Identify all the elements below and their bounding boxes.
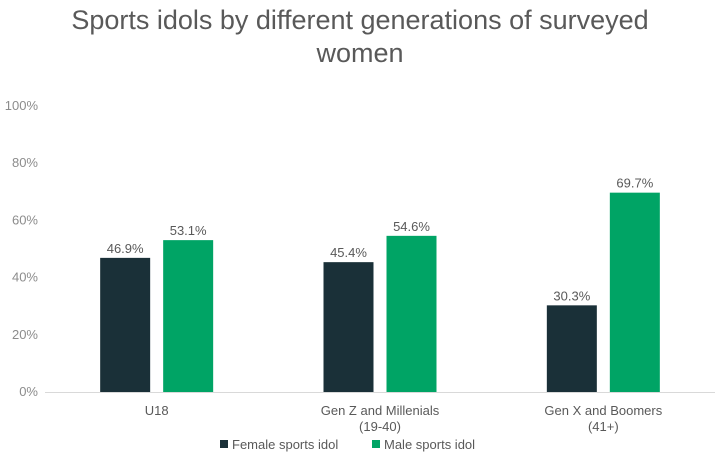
- x-tick-label: U18: [145, 403, 169, 418]
- x-tick-label: (19-40): [359, 419, 401, 434]
- data-label: 53.1%: [170, 223, 207, 238]
- legend-label: Male sports idol: [384, 437, 475, 452]
- data-label: 30.3%: [553, 288, 590, 303]
- x-tick-label: (41+): [588, 419, 619, 434]
- y-tick-label: 60%: [12, 212, 38, 227]
- bar: [546, 305, 597, 392]
- y-tick-label: 80%: [12, 155, 38, 170]
- legend-swatch: [372, 440, 380, 448]
- data-label: 45.4%: [330, 245, 367, 260]
- bar: [609, 192, 660, 392]
- y-tick-label: 100%: [5, 98, 39, 113]
- data-label: 69.7%: [616, 176, 653, 191]
- y-tick-label: 0%: [19, 384, 38, 399]
- chart-title: Sports idols by different generations of…: [71, 5, 649, 68]
- bar: [323, 262, 374, 392]
- y-tick-label: 40%: [12, 270, 38, 285]
- bar: [100, 257, 151, 392]
- x-tick-label: Gen Z and Millenials: [321, 403, 440, 418]
- bar: [163, 240, 214, 392]
- y-tick-label: 20%: [12, 327, 38, 342]
- data-label: 46.9%: [107, 241, 144, 256]
- legend-swatch: [220, 440, 228, 448]
- bar: [386, 235, 437, 392]
- legend-label: Female sports idol: [232, 437, 338, 452]
- x-tick-label: Gen X and Boomers: [544, 403, 662, 418]
- data-label: 54.6%: [393, 219, 430, 234]
